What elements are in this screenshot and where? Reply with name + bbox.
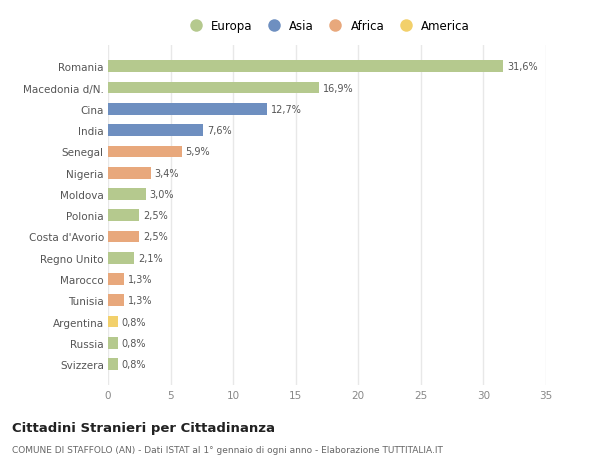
- Bar: [108, 316, 118, 328]
- Text: 2,1%: 2,1%: [138, 253, 163, 263]
- Bar: [108, 337, 118, 349]
- Bar: [108, 252, 134, 264]
- Text: 2,5%: 2,5%: [143, 211, 168, 221]
- Bar: [108, 358, 118, 370]
- Bar: [108, 231, 139, 243]
- Bar: [108, 295, 124, 307]
- Text: 2,5%: 2,5%: [143, 232, 168, 242]
- Bar: [108, 125, 203, 137]
- Text: 3,0%: 3,0%: [149, 190, 174, 200]
- Bar: [108, 189, 146, 200]
- Bar: [108, 146, 182, 158]
- Text: 0,8%: 0,8%: [122, 359, 146, 369]
- Text: 16,9%: 16,9%: [323, 84, 354, 93]
- Bar: [108, 210, 139, 222]
- Bar: [108, 168, 151, 179]
- Text: 1,3%: 1,3%: [128, 296, 152, 306]
- Bar: [108, 83, 319, 94]
- Text: 7,6%: 7,6%: [207, 126, 232, 136]
- Bar: [108, 62, 503, 73]
- Text: 12,7%: 12,7%: [271, 105, 302, 115]
- Text: 0,8%: 0,8%: [122, 317, 146, 327]
- Text: Cittadini Stranieri per Cittadinanza: Cittadini Stranieri per Cittadinanza: [12, 421, 275, 434]
- Text: 3,4%: 3,4%: [154, 168, 179, 178]
- Text: 0,8%: 0,8%: [122, 338, 146, 348]
- Legend: Europa, Asia, Africa, America: Europa, Asia, Africa, America: [182, 18, 472, 35]
- Bar: [108, 274, 124, 285]
- Text: COMUNE DI STAFFOLO (AN) - Dati ISTAT al 1° gennaio di ogni anno - Elaborazione T: COMUNE DI STAFFOLO (AN) - Dati ISTAT al …: [12, 445, 443, 454]
- Text: 1,3%: 1,3%: [128, 274, 152, 285]
- Text: 5,9%: 5,9%: [185, 147, 210, 157]
- Text: 31,6%: 31,6%: [507, 62, 538, 72]
- Bar: [108, 104, 267, 116]
